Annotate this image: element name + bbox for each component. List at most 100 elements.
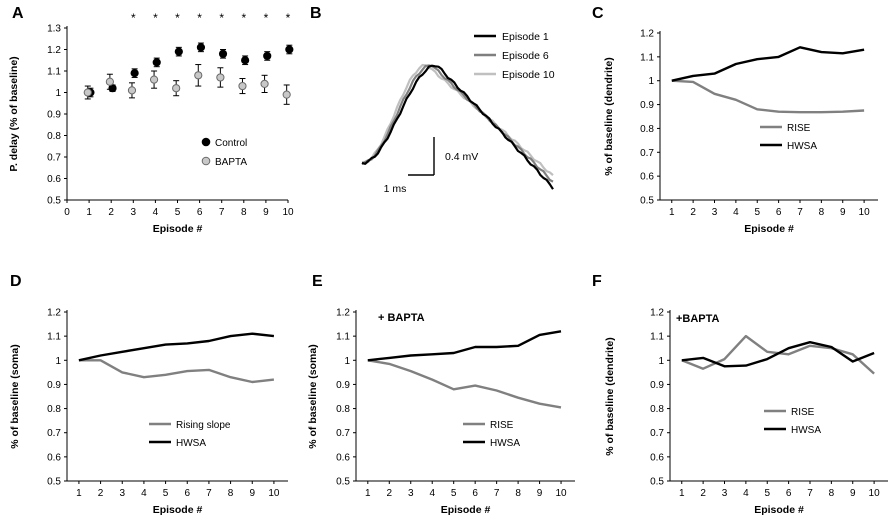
x-axis-label: Episode # <box>754 504 804 516</box>
significance-star: * <box>219 11 224 25</box>
x-tick-label: 0 <box>64 207 70 218</box>
data-point <box>263 51 272 61</box>
annotation-bapta: +BAPTA <box>676 313 720 325</box>
legend-label: BAPTA <box>215 157 247 168</box>
legend-label: Episode 1 <box>502 31 549 43</box>
y-tick-label: 0.5 <box>640 196 654 207</box>
data-point <box>218 49 228 58</box>
x-tick-label: 9 <box>263 207 269 218</box>
x-tick-label: 5 <box>175 207 181 218</box>
legend-label: HWSA <box>490 438 520 449</box>
legend: Rising slope HWSA <box>149 420 231 449</box>
x-tick-label: 7 <box>807 488 813 499</box>
y-tick-label: 0.9 <box>47 380 61 391</box>
x-tick-label: 3 <box>712 207 718 218</box>
x-tick-label: 8 <box>241 207 247 218</box>
y-tick-label: 0.8 <box>640 124 654 135</box>
legend-label: HWSA <box>176 438 206 449</box>
x-tick-label: 4 <box>141 488 147 499</box>
y-tick-label: 0.6 <box>47 174 61 185</box>
y-tick-label: 0.7 <box>640 148 654 159</box>
y-tick-label: 1.3 <box>47 24 61 35</box>
x-tick-label: 9 <box>840 207 846 218</box>
panel-label: A <box>12 5 24 22</box>
x-tick-label: 3 <box>722 488 728 499</box>
x-tick-label: 9 <box>850 488 856 499</box>
data-point <box>216 73 225 82</box>
series-line-rise <box>671 79 865 114</box>
data-point <box>194 71 203 80</box>
x-tick-label: 1 <box>86 207 92 218</box>
y-tick-label: 0.7 <box>650 428 664 439</box>
y-axis-label: % of baseline (dendrite) <box>603 57 615 175</box>
x-tick-label: 6 <box>786 488 792 499</box>
panel-E: E 0.5 0.6 0.7 0.8 0.9 1 1.1 1.2 1 2 3 4 5 6 7 8 9 10 Episod… <box>307 273 575 516</box>
x-tick-label: 10 <box>869 488 881 499</box>
x-tick-label: 8 <box>819 207 825 218</box>
scalebar-voltage-label: 0.4 mV <box>445 151 478 163</box>
data-point <box>260 79 269 89</box>
y-tick-label: 1 <box>648 76 654 87</box>
y-tick-label: 0.7 <box>47 153 61 164</box>
x-tick-label: 6 <box>472 488 478 499</box>
panel-D: D 0.5 0.6 0.7 0.8 0.9 1 1.1 1.2 1 2 3 4 5 6 7 8 9 10 Episod… <box>9 273 288 516</box>
y-tick-label: 1.2 <box>47 308 61 319</box>
data-point <box>238 81 247 91</box>
data-point <box>152 58 161 67</box>
legend-label: RISE <box>787 123 811 134</box>
x-tick-label: 1 <box>365 488 371 499</box>
legend: Episode 1 Episode 6 Episode 10 <box>474 31 555 81</box>
data-point <box>149 75 159 84</box>
legend: RISE HWSA <box>463 420 520 449</box>
panel-A: A 0.5 0.6 0.7 0.8 0.9 1 1.1 1.2 1.3 0 1 2 3 4 5 6 7 8 9 10 Ep… <box>8 5 294 235</box>
x-tick-label: 8 <box>228 488 234 499</box>
y-tick-label: 1 <box>55 356 61 367</box>
y-tick-label: 1.2 <box>47 45 61 56</box>
y-tick-label: 1.1 <box>640 52 654 63</box>
trace-episode-6 <box>361 64 554 183</box>
y-tick-label: 1.2 <box>336 308 350 319</box>
data-point <box>172 84 181 93</box>
x-tick-label: 10 <box>282 207 294 218</box>
data-point <box>127 86 137 95</box>
scalebar-time-label: 1 ms <box>384 183 407 195</box>
x-tick-label: 6 <box>184 488 190 499</box>
x-tick-label: 9 <box>249 488 255 499</box>
y-tick-label: 1.2 <box>640 29 654 40</box>
legend-marker <box>201 137 211 147</box>
x-tick-label: 4 <box>153 207 159 218</box>
x-tick-label: 3 <box>119 488 125 499</box>
y-tick-label: 1.2 <box>650 308 664 319</box>
series-line-rise <box>367 359 562 409</box>
x-axis-label: Episode # <box>441 504 491 516</box>
y-tick-label: 0.5 <box>336 477 350 488</box>
x-tick-label: 2 <box>700 488 706 499</box>
y-tick-label: 1 <box>658 356 664 367</box>
x-axis-label: Episode # <box>744 223 794 235</box>
y-axis-label: % of baseline (dendrite) <box>604 337 616 455</box>
legend: RISE HWSA <box>764 407 821 436</box>
x-tick-label: 4 <box>429 488 435 499</box>
x-tick-label: 1 <box>679 488 685 499</box>
x-tick-label: 2 <box>386 488 392 499</box>
series-line-hwsa <box>681 341 875 368</box>
data-point <box>130 69 139 78</box>
x-tick-label: 10 <box>555 488 567 499</box>
y-tick-label: 1 <box>344 356 350 367</box>
x-tick-label: 6 <box>197 207 203 218</box>
panel-label: B <box>310 5 322 22</box>
legend-label: Episode 10 <box>502 69 555 81</box>
panel-F: F 0.5 0.6 0.7 0.8 0.9 1 1.1 1.2 1 2 3 4 5 6 7 8 9 10 Episod… <box>592 273 888 516</box>
y-tick-label: 0.8 <box>47 131 61 142</box>
legend-label: Rising slope <box>176 420 231 431</box>
x-tick-label: 4 <box>733 207 739 218</box>
y-tick-label: 0.7 <box>47 428 61 439</box>
x-tick-label: 1 <box>669 207 675 218</box>
y-tick-label: 0.5 <box>650 477 664 488</box>
x-tick-label: 1 <box>76 488 82 499</box>
y-tick-label: 0.6 <box>47 452 61 463</box>
x-tick-label: 7 <box>494 488 500 499</box>
x-tick-label: 10 <box>859 207 871 218</box>
y-tick-label: 0.6 <box>640 172 654 183</box>
panel-label: E <box>312 273 323 290</box>
